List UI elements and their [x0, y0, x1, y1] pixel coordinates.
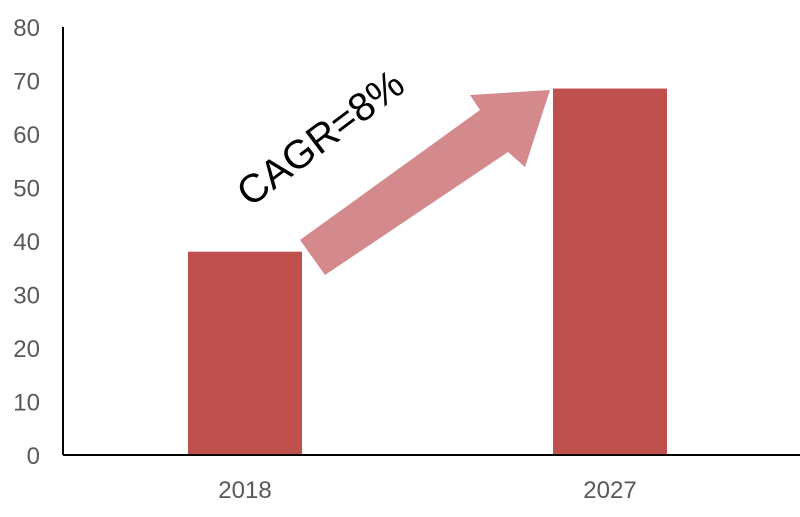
y-tick-label: 60	[13, 122, 40, 149]
y-tick-label: 0	[27, 443, 40, 470]
y-tick-label: 10	[13, 390, 40, 417]
y-tick-label: 30	[13, 283, 40, 310]
bar-2018	[188, 251, 302, 455]
y-tick-label: 50	[13, 176, 40, 203]
x-tick-label: 2018	[218, 477, 271, 504]
y-tick-label: 40	[13, 229, 40, 256]
cagr-arrow	[300, 90, 550, 275]
bar-2027	[553, 88, 667, 456]
y-tick-label: 20	[13, 336, 40, 363]
y-tick-label: 80	[13, 15, 40, 42]
x-tick-label: 2027	[583, 477, 636, 504]
y-tick-label: 70	[13, 69, 40, 96]
